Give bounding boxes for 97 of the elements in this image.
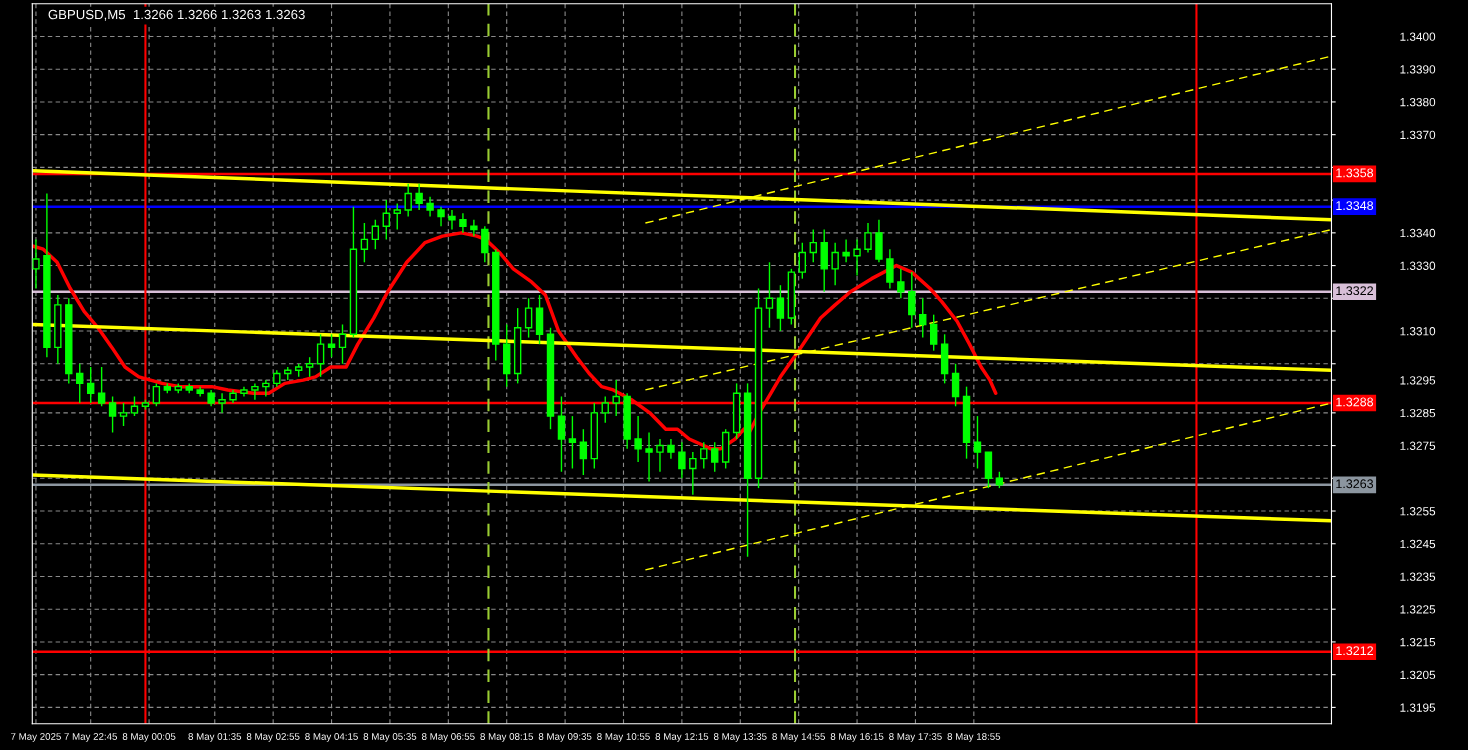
- y-tick-label: 1.3235: [1400, 572, 1436, 581]
- x-tick-label: 8 May 02:55: [246, 733, 300, 742]
- x-tick-label: 7 May 2025: [11, 733, 61, 742]
- candlestick: [678, 441, 686, 479]
- ref-line-label: 1.3348: [1336, 201, 1374, 211]
- y-tick-label: 1.3310: [1400, 327, 1436, 336]
- x-tick-label: 8 May 18:55: [947, 733, 1001, 742]
- candlestick: [568, 415, 577, 470]
- candlestick: [382, 199, 390, 241]
- candlestick: [919, 297, 927, 339]
- candlestick: [448, 209, 456, 231]
- candlestick: [842, 238, 850, 263]
- x-tick-label: 8 May 09:35: [538, 733, 592, 742]
- x-tick-label: 8 May 08:15: [480, 733, 534, 742]
- y-tick-label: 1.3380: [1400, 97, 1436, 107]
- candlestick: [218, 392, 226, 414]
- ref-line-label: 1.3288: [1336, 397, 1374, 407]
- x-tick-label: 8 May 05:35: [363, 733, 417, 742]
- candlestick: [853, 238, 861, 277]
- candlestick: [152, 382, 161, 407]
- ref-line-label: 1.3322: [1336, 286, 1373, 296]
- y-tick-label: 1.3275: [1400, 441, 1436, 450]
- candlestick: [360, 222, 369, 263]
- candlestick: [765, 261, 774, 329]
- ref-line-label: 1.3212: [1336, 646, 1373, 656]
- candlestick: [612, 379, 620, 417]
- candlestick: [76, 363, 84, 404]
- y-tick-label: 1.3330: [1400, 261, 1436, 270]
- y-tick-label: 1.3215: [1400, 637, 1436, 647]
- candlestick: [557, 395, 566, 473]
- candlestick: [108, 395, 117, 434]
- candlestick: [32, 238, 40, 290]
- candlestick: [371, 219, 380, 250]
- y-tick-label: 1.3195: [1400, 703, 1436, 712]
- candlestick: [864, 222, 872, 254]
- candlestick: [776, 284, 785, 332]
- y-tick-label: 1.3340: [1400, 228, 1436, 238]
- candlestick: [524, 297, 533, 339]
- x-tick-label: 7 May 22:45: [64, 733, 118, 742]
- candlestick: [481, 225, 489, 263]
- candlestick: [97, 366, 106, 407]
- x-tick-label: 8 May 06:55: [422, 733, 475, 742]
- candlestick: [831, 241, 839, 286]
- candlestick: [929, 313, 938, 352]
- y-tick-label: 1.3225: [1400, 605, 1436, 614]
- y-tick-label: 1.3400: [1400, 32, 1436, 41]
- candlestick: [459, 212, 467, 234]
- y-tick-label: 1.3205: [1400, 670, 1436, 680]
- candlestick: [327, 333, 336, 358]
- candlestick: [645, 431, 653, 483]
- candlestick: [973, 415, 982, 470]
- candlestick: [798, 241, 807, 280]
- y-tick-label: 1.3390: [1400, 65, 1436, 74]
- x-tick-label: 8 May 13:35: [713, 733, 767, 742]
- candlestick: [338, 323, 347, 365]
- ref-line-label: 1.3358: [1336, 168, 1374, 178]
- candlestick: [897, 268, 905, 299]
- x-tick-label: 8 May 01:35: [188, 733, 242, 742]
- candlestick: [908, 271, 916, 329]
- candlestick: [316, 333, 325, 378]
- candlestick: [437, 205, 445, 227]
- candlestick: [262, 379, 270, 398]
- candlestick: [415, 183, 423, 211]
- y-tick-label: 1.3245: [1400, 539, 1436, 549]
- y-tick-label: 1.3295: [1400, 376, 1436, 385]
- candlestick: [86, 366, 95, 404]
- x-tick-label: 8 May 04:15: [305, 733, 358, 742]
- x-tick-label: 8 May 10:55: [597, 733, 650, 742]
- candlestick: [667, 438, 675, 460]
- candlestick: [689, 451, 697, 496]
- candlestick: [711, 441, 719, 473]
- candlestick: [393, 202, 401, 231]
- candlestick: [951, 363, 960, 407]
- candlestick: [404, 183, 412, 218]
- x-tick-label: 8 May 12:15: [655, 733, 709, 742]
- candlestick: [601, 395, 609, 424]
- x-tick-label: 8 May 00:05: [122, 733, 176, 742]
- candlestick: [886, 248, 894, 290]
- y-tick-label: 1.3285: [1400, 408, 1436, 418]
- candlestick: [251, 382, 259, 401]
- chart-title: GBPUSD,M5 1.3266 1.3266 1.3263 1.3263: [48, 9, 305, 21]
- y-tick-label: 1.3255: [1400, 507, 1436, 516]
- candlestick: [634, 415, 642, 463]
- candlestick: [426, 196, 434, 218]
- candlestick: [130, 395, 139, 417]
- candlestick: [305, 356, 314, 378]
- candlestick: [470, 219, 478, 237]
- candlestick: [700, 441, 708, 470]
- candlestick: [656, 438, 664, 473]
- x-tick-label: 8 May 17:35: [889, 733, 942, 742]
- y-tick-label: 1.3370: [1400, 130, 1436, 140]
- candlestick: [119, 402, 128, 427]
- x-tick-label: 8 May 16:15: [830, 733, 884, 742]
- ref-line-label: 1.3263: [1336, 479, 1374, 489]
- candlestick: [809, 228, 817, 263]
- x-tick-label: 8 May 14:55: [772, 733, 826, 742]
- candlestick: [579, 428, 588, 476]
